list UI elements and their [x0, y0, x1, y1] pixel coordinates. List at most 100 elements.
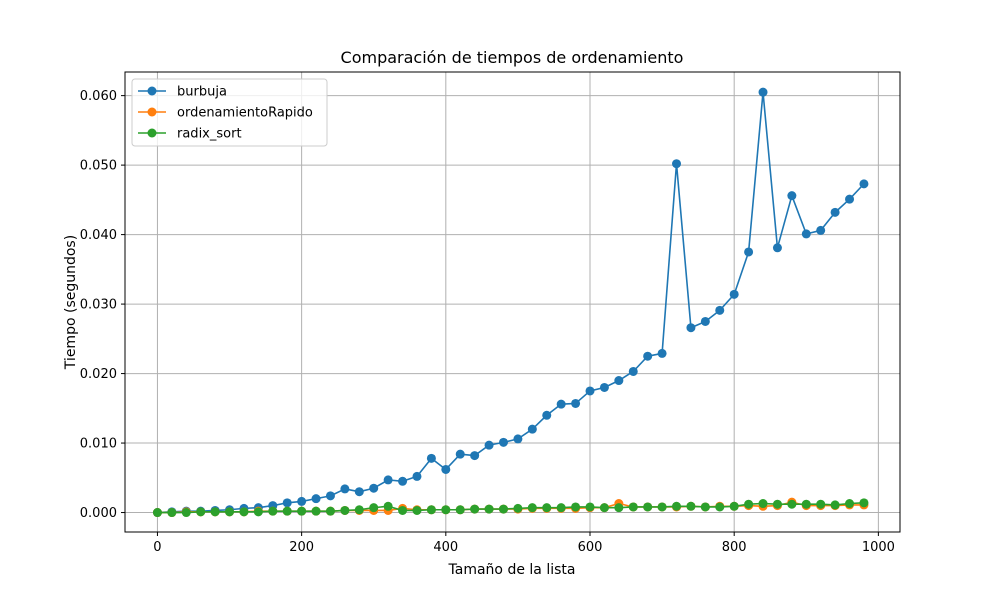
series-radix_sort — [152, 498, 869, 518]
data-point — [498, 504, 508, 514]
y-tick-label: 0.040 — [80, 228, 117, 243]
data-point — [441, 505, 451, 515]
data-point — [599, 382, 609, 392]
legend-item: burbuja — [138, 85, 227, 100]
data-point — [859, 498, 869, 508]
legend-marker — [147, 86, 157, 96]
data-point — [585, 502, 595, 512]
data-point — [830, 207, 840, 217]
series-line — [157, 91, 865, 514]
data-point — [845, 499, 855, 509]
data-point — [325, 491, 335, 501]
data-point — [556, 503, 566, 513]
y-tick-label: 0.060 — [80, 89, 117, 104]
data-point — [657, 502, 667, 512]
data-point — [801, 499, 811, 509]
data-point — [398, 505, 408, 515]
data-point — [657, 348, 667, 358]
data-point — [340, 484, 350, 494]
data-point — [614, 376, 624, 386]
y-axis-label: Tiempo (segundos) — [63, 235, 79, 370]
legend-box — [131, 78, 328, 147]
data-point — [715, 502, 725, 512]
data-point — [672, 501, 682, 511]
data-point — [599, 503, 609, 513]
y-tick-label: 0.030 — [80, 298, 117, 313]
x-tick-label: 200 — [289, 540, 314, 555]
x-tick-label: 400 — [433, 540, 458, 555]
y-axis: 0.000 0.010 0.020 0.030 0.040 0.050 0.060 — [80, 89, 125, 521]
grid — [125, 72, 900, 532]
data-point — [412, 505, 422, 515]
data-point — [470, 504, 480, 514]
data-point — [210, 507, 220, 517]
data-point — [686, 323, 696, 333]
y-tick-label: 0.000 — [80, 506, 117, 521]
data-point — [758, 87, 768, 97]
data-point — [585, 386, 595, 396]
data-point — [253, 507, 263, 517]
data-point — [498, 437, 508, 447]
data-point — [398, 476, 408, 486]
data-point — [513, 503, 523, 513]
data-point — [700, 316, 710, 326]
data-point — [715, 305, 725, 315]
data-point — [614, 503, 624, 513]
legend-marker — [147, 128, 157, 138]
legend: burbuja ordenamientoRapido radix_sort — [131, 78, 328, 147]
data-point — [527, 424, 537, 434]
data-point — [441, 464, 451, 474]
data-point — [744, 499, 754, 509]
series-layer — [152, 87, 869, 518]
legend-item: radix_sort — [138, 127, 242, 142]
data-point — [225, 507, 235, 517]
data-point — [484, 504, 494, 514]
data-point — [282, 498, 292, 508]
data-point — [845, 194, 855, 204]
data-point — [340, 505, 350, 515]
data-point — [239, 507, 249, 517]
data-point — [369, 503, 379, 513]
data-point — [729, 501, 739, 511]
legend-item: ordenamientoRapido — [138, 106, 313, 121]
data-point — [801, 229, 811, 239]
x-tick-label: 1000 — [862, 540, 895, 555]
data-point — [744, 247, 754, 257]
data-point — [527, 503, 537, 513]
data-point — [455, 449, 465, 459]
data-point — [325, 506, 335, 516]
data-point — [643, 502, 653, 512]
data-point — [859, 179, 869, 189]
data-point — [816, 499, 826, 509]
data-point — [542, 503, 552, 513]
x-axis-label: Tamaño de la lista — [448, 562, 576, 578]
data-point — [556, 399, 566, 409]
data-point — [426, 505, 436, 515]
data-point — [369, 483, 379, 493]
data-point — [787, 499, 797, 509]
x-tick-label: 600 — [578, 540, 603, 555]
data-point — [167, 508, 177, 518]
data-point — [268, 506, 278, 516]
legend-label: ordenamientoRapido — [177, 106, 313, 121]
data-point — [758, 499, 768, 509]
data-point — [354, 487, 364, 497]
data-point — [181, 508, 191, 518]
data-point — [311, 494, 321, 504]
series-burbuja — [152, 87, 869, 518]
plot-frame — [124, 71, 901, 533]
x-tick-label: 800 — [722, 540, 747, 555]
data-point — [672, 159, 682, 169]
legend-label: radix_sort — [177, 127, 242, 142]
data-point — [571, 398, 581, 408]
data-point — [542, 410, 552, 420]
data-point — [297, 506, 307, 516]
data-point — [513, 434, 523, 444]
data-point — [282, 506, 292, 516]
data-point — [571, 502, 581, 512]
data-point — [628, 366, 638, 376]
y-tick-label: 0.010 — [80, 437, 117, 452]
x-axis: 0 200 400 600 800 1000 — [153, 532, 895, 555]
data-point — [383, 475, 393, 485]
